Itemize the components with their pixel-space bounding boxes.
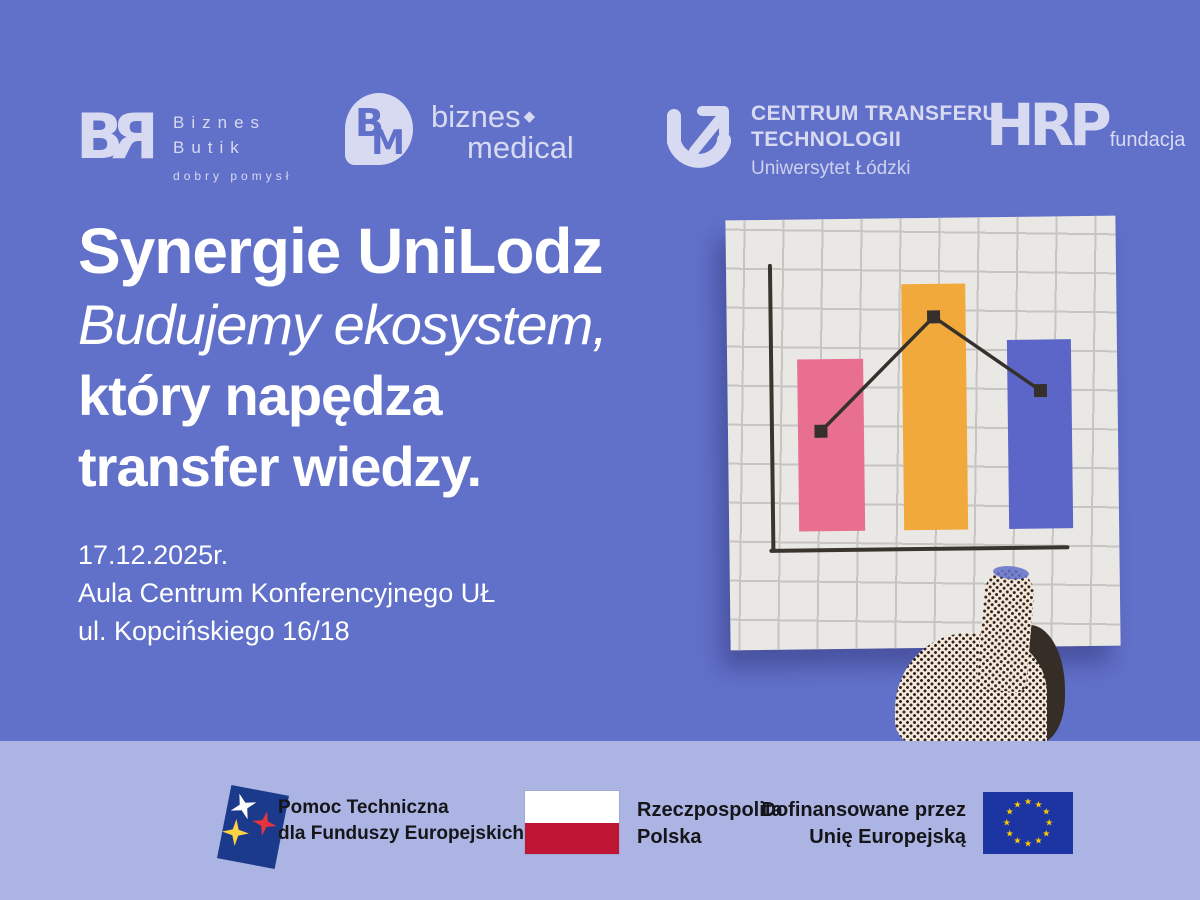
wordmark-line: Biznes — [173, 113, 267, 132]
event-details: 17.12.2025r. Aula Centrum Konferencyjneg… — [78, 536, 495, 650]
ctt-wordmark: CENTRUM TRANSFERU TECHNOLOGII Uniwersyte… — [751, 101, 998, 180]
hrp-wordmark: HRP — [986, 91, 1112, 159]
eu-star-icon: ★ — [1005, 828, 1014, 839]
monogram-letter: B — [355, 101, 384, 145]
wordmark-line: CENTRUM TRANSFERU — [751, 102, 999, 125]
monogram-letter: B — [76, 100, 123, 173]
headline: Synergie UniLodz Budujemy ekosystem, któ… — [78, 212, 608, 502]
eu-star-icon: ★ — [1045, 817, 1054, 828]
eu-funding-label-line: Unię Europejską — [809, 826, 966, 848]
eu-star-icon: ★ — [1034, 835, 1043, 846]
star-icon — [250, 809, 280, 839]
logo-biznes-butik: B R Biznes Butik dobry pomysł — [76, 100, 292, 183]
eu-star-icon: ★ — [1013, 835, 1022, 846]
biznes-medical-monogram-icon: B M — [345, 93, 413, 165]
eu-funding-label-line: Dofinansowane przez — [761, 799, 966, 821]
biznes-butik-monogram-icon: B R — [76, 100, 160, 173]
eu-star-icon: ★ — [1013, 799, 1022, 810]
eu-star-icon: ★ — [1042, 828, 1051, 839]
headline-subtitle-italic: Budujemy ekosystem, — [78, 293, 608, 356]
halftone-hand-illustration — [885, 565, 1085, 741]
biznes-medical-wordmark: biznes ◆ medical — [431, 101, 574, 163]
eu-star-icon: ★ — [1042, 806, 1051, 817]
star-icon — [221, 818, 250, 847]
wordmark-line: biznes ◆ — [431, 99, 536, 134]
eu-star-icon: ★ — [1002, 817, 1011, 828]
fe-label-line: Pomoc Techniczna — [278, 797, 449, 818]
monogram-letter: M — [371, 123, 405, 163]
wordmark-line: Butik — [173, 138, 246, 157]
fundusze-europejskie-icon — [217, 785, 289, 869]
logo-hrp-fundacja: HRP fundacja — [986, 96, 1185, 154]
eu-star-icon: ★ — [1023, 838, 1033, 849]
chart-trend-line — [814, 310, 1048, 438]
poland-label: Rzeczpospolita Polska — [637, 797, 783, 851]
poland-label-line: Rzeczpospolita — [637, 799, 783, 821]
wordmark-subline: Uniwersytet Łódzki — [751, 158, 911, 179]
eu-funding-label: Dofinansowane przez Unię Europejską — [760, 797, 966, 851]
monogram-letter-mirrored: R — [115, 100, 160, 173]
fe-label-line: dla Funduszy Europejskich — [278, 823, 524, 844]
logo-biznes-medical: B M biznes ◆ medical — [345, 93, 574, 165]
eu-star-icon: ★ — [1005, 806, 1014, 817]
event-date: 17.12.2025r. — [78, 540, 229, 570]
u-arrow-icon — [667, 106, 731, 168]
biznes-butik-wordmark: Biznes Butik dobry pomysł — [173, 110, 292, 183]
eu-star-icon: ★ — [1023, 796, 1033, 807]
diamond-icon: ◆ — [523, 108, 536, 125]
wordmark-line: medical — [467, 130, 574, 165]
eu-flag: ★ ★ ★ ★ ★ ★ ★ ★ ★ ★ ★ ★ — [983, 792, 1073, 854]
event-venue: Aula Centrum Konferencyjnego UŁ — [78, 578, 496, 608]
poland-label-line: Polska — [637, 826, 702, 848]
event-title: Synergie UniLodz — [78, 215, 603, 287]
wordmark-line: TECHNOLOGII — [751, 128, 902, 151]
fe-label: Pomoc Techniczna dla Funduszy Europejski… — [278, 795, 524, 847]
wordmark-tagline: dobry pomysł — [173, 169, 293, 183]
poland-flag-icon — [525, 791, 619, 854]
hand-thumb — [975, 567, 1037, 693]
star-icon — [226, 789, 260, 823]
event-address: ul. Kopcińskiego 16/18 — [78, 616, 350, 646]
funding-footer: Pomoc Techniczna dla Funduszy Europejski… — [0, 741, 1200, 900]
chart-illustration-card — [725, 215, 1121, 651]
headline-subtitle: który napędza — [78, 364, 443, 427]
logo-centrum-transferu-technologii: CENTRUM TRANSFERU TECHNOLOGII Uniwersyte… — [663, 99, 998, 180]
eu-star-icon: ★ — [1034, 799, 1043, 810]
headline-subtitle: transfer wiedzy. — [78, 435, 482, 498]
hrp-suffix: fundacja — [1109, 129, 1186, 151]
